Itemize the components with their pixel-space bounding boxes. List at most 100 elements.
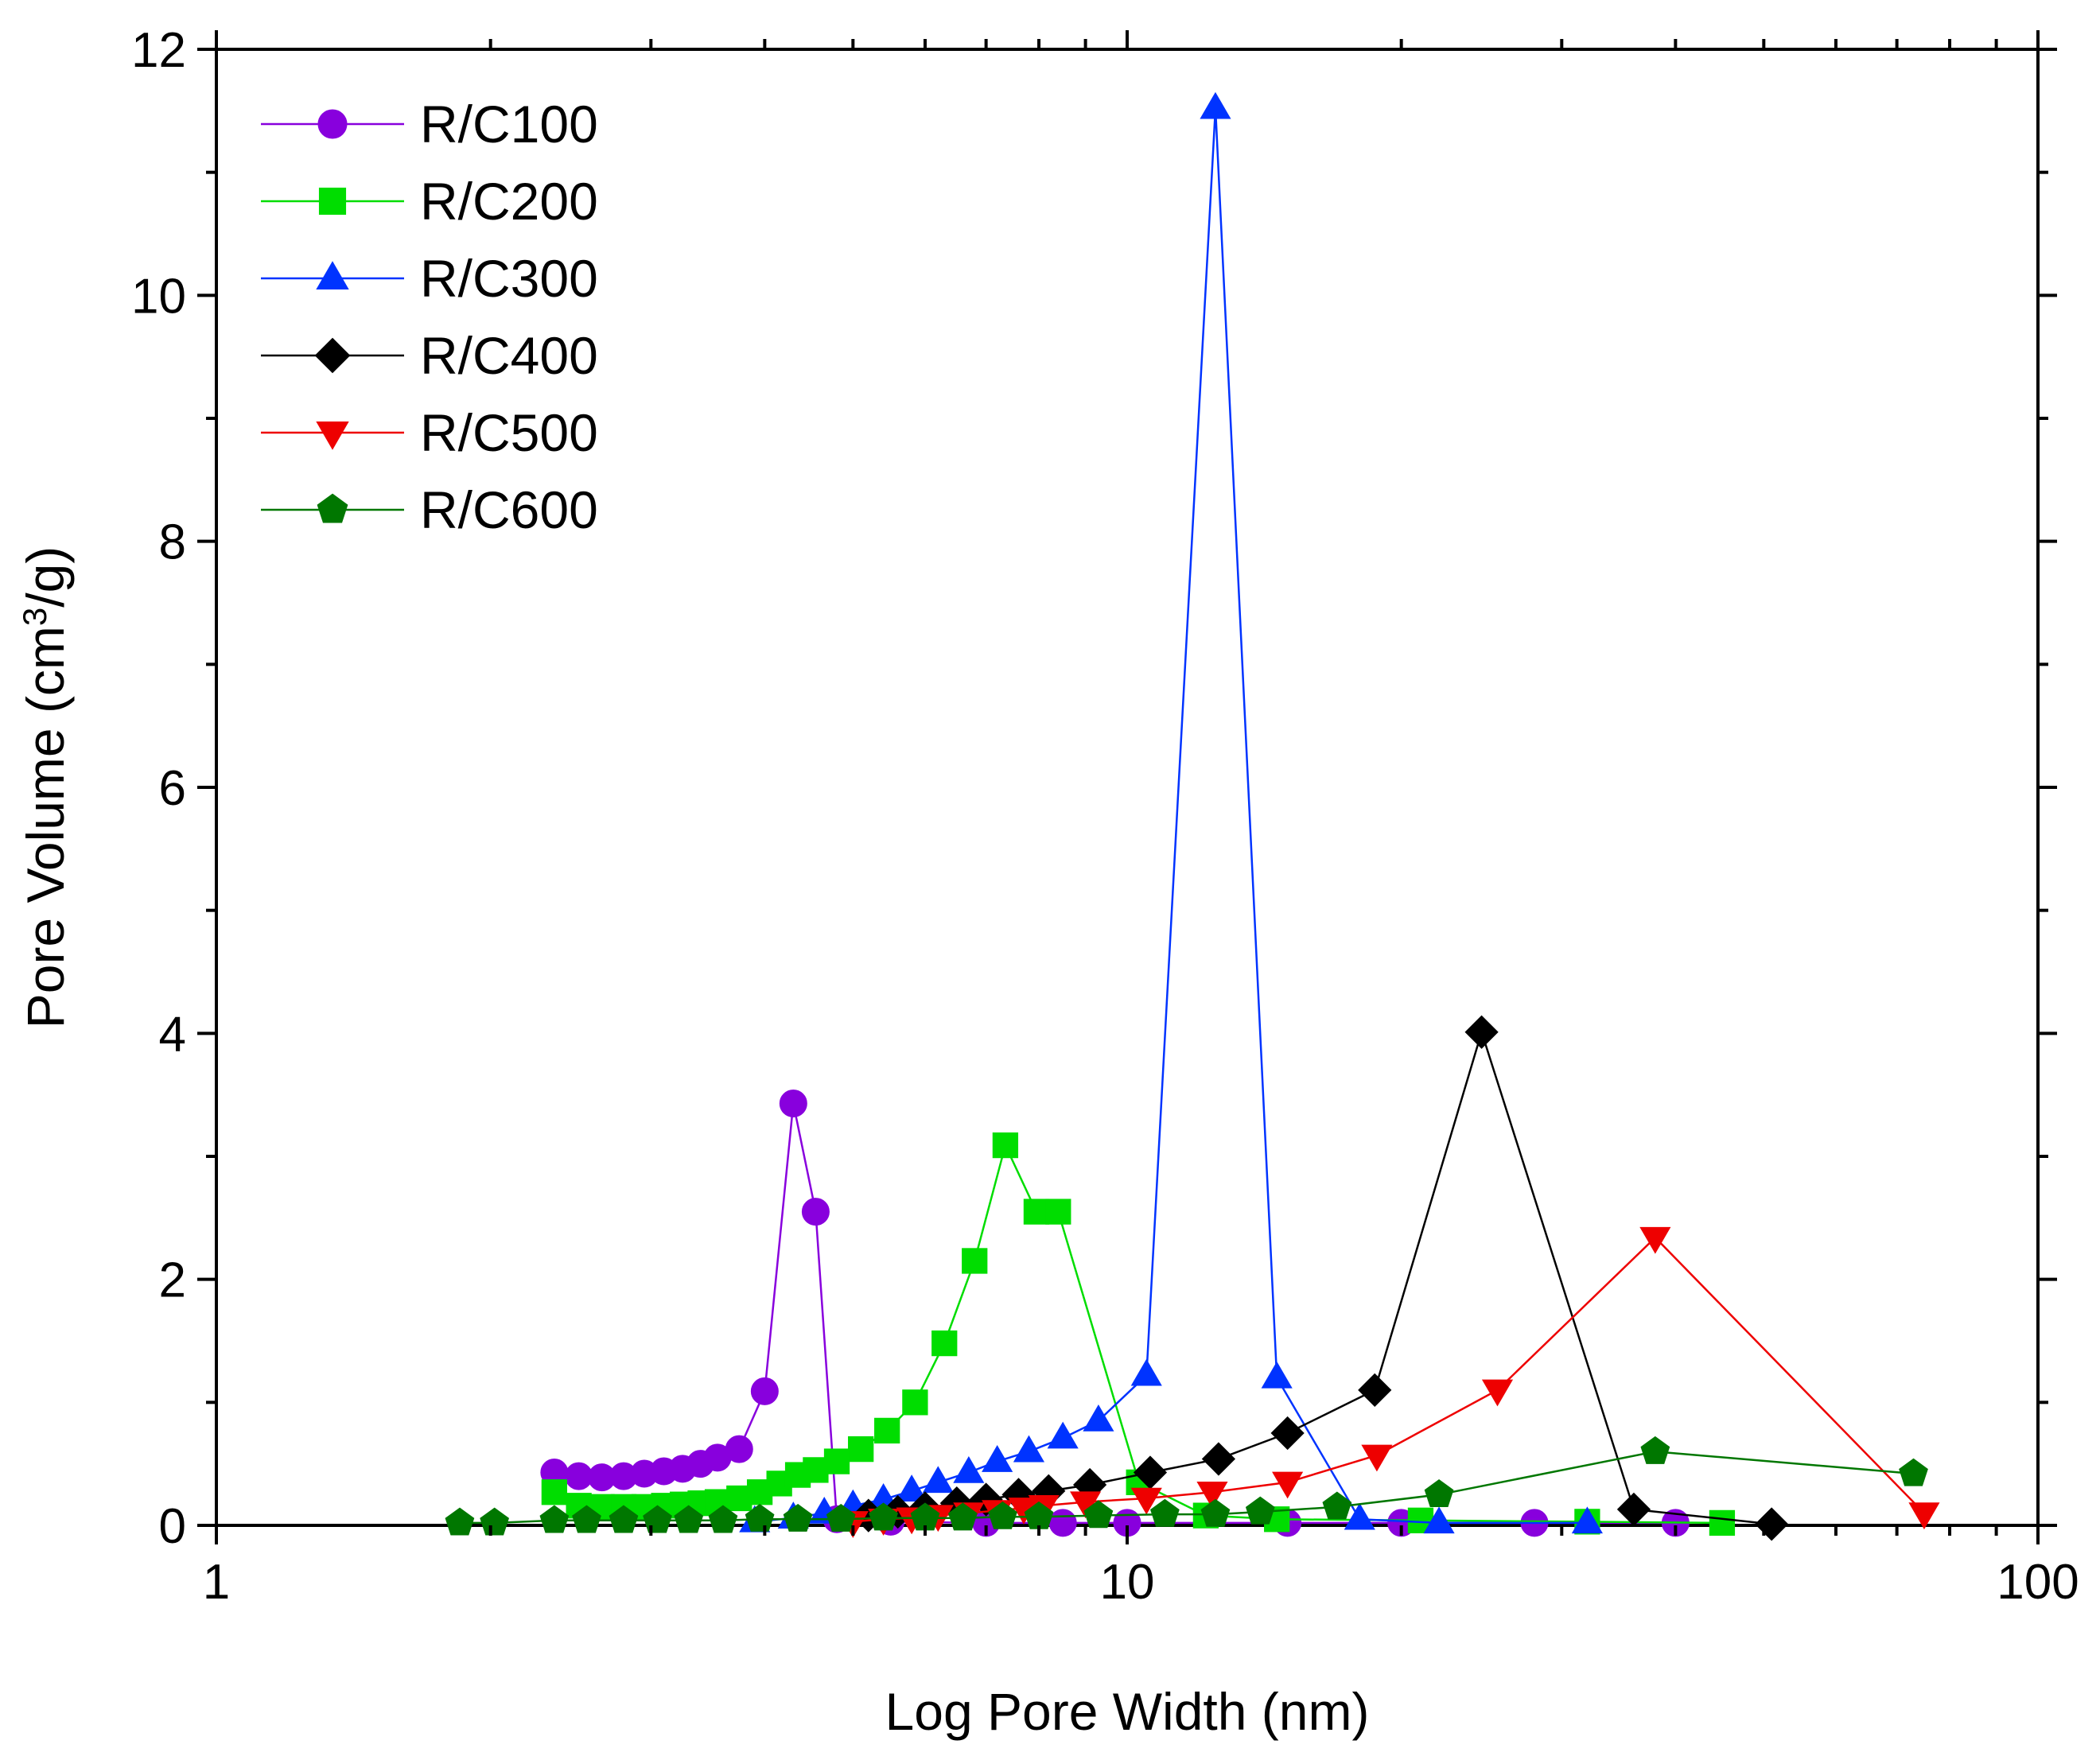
legend-item: R/C200 [261, 172, 598, 231]
data-point [1196, 1481, 1228, 1509]
y-tick-label: 6 [159, 761, 186, 816]
y-axis-title-unit: /g) [16, 546, 75, 608]
legend-item: R/C300 [261, 249, 598, 308]
y-axis-title: Pore Volume (cm3/g) [16, 546, 75, 1029]
y-axis-title-superscript: 3 [16, 608, 53, 626]
data-point [745, 1503, 775, 1532]
legend-label: R/C300 [420, 249, 598, 308]
legend-label: R/C500 [420, 403, 598, 462]
data-point [962, 1248, 988, 1274]
data-point [1423, 1506, 1455, 1534]
axes-layer: 0 2 4 6 8 10 12 1 10 100 [131, 23, 2079, 1610]
data-point [1045, 1199, 1071, 1225]
data-point [750, 1377, 779, 1405]
series-R/C500 [837, 1226, 1940, 1538]
series-R/C600 [445, 1435, 1928, 1536]
data-point [1640, 1435, 1670, 1464]
data-point [1270, 1416, 1305, 1451]
data-point [1322, 1491, 1352, 1520]
data-point [823, 1448, 850, 1474]
data-point [1899, 1458, 1928, 1486]
data-point [1709, 1509, 1736, 1536]
data-point [1200, 91, 1231, 119]
data-point [1261, 1361, 1293, 1389]
legend-label: R/C200 [420, 172, 598, 231]
y-tick-label: 8 [159, 515, 186, 570]
x-axis-title: Log Pore Width (nm) [885, 1682, 1370, 1741]
legend-marker [317, 109, 348, 139]
legend-marker [318, 187, 347, 216]
data-point [1464, 1015, 1499, 1049]
data-point [1908, 1502, 1940, 1530]
data-point [869, 1502, 898, 1531]
data-point [779, 1089, 807, 1117]
data-point [1616, 1492, 1651, 1527]
data-point [948, 1502, 978, 1531]
legend-label: R/C600 [420, 480, 598, 539]
y-tick-label: 4 [159, 1007, 186, 1062]
x-tick-label: 100 [1997, 1555, 2079, 1610]
data-point [1481, 1379, 1514, 1407]
series-line [754, 108, 1588, 1525]
data-point [848, 1435, 874, 1463]
data-point [1130, 1358, 1162, 1386]
data-point [1639, 1226, 1671, 1254]
data-point [725, 1435, 753, 1463]
data-point [480, 1507, 509, 1536]
data-point [826, 1503, 856, 1532]
data-point [1150, 1498, 1180, 1527]
series-layer [445, 91, 1940, 1541]
data-point [1424, 1479, 1454, 1507]
legend-marker [314, 337, 351, 374]
legend-item: R/C600 [261, 480, 598, 539]
data-point [988, 1501, 1017, 1529]
series-R/C100 [540, 1089, 1690, 1537]
data-point [1571, 1506, 1603, 1534]
data-point [1130, 1487, 1162, 1515]
data-point [801, 1198, 830, 1226]
data-point [1358, 1373, 1392, 1407]
data-point [572, 1505, 601, 1533]
data-point [1200, 1498, 1231, 1527]
series-line [554, 1142, 1722, 1525]
data-point [1047, 1421, 1079, 1449]
data-point [708, 1505, 738, 1533]
data-point [609, 1505, 639, 1533]
series-R/C300 [739, 91, 1603, 1534]
data-point [1245, 1496, 1275, 1525]
data-point [674, 1505, 704, 1533]
legend-marker [316, 261, 349, 289]
data-point [931, 1330, 958, 1357]
legend-label: R/C400 [420, 326, 598, 385]
data-point [1083, 1404, 1114, 1432]
data-point [541, 1479, 568, 1505]
data-point [922, 1466, 954, 1494]
data-point [445, 1507, 475, 1536]
data-point [982, 1445, 1013, 1472]
data-point [992, 1132, 1019, 1159]
data-point [874, 1417, 900, 1444]
y-tick-label: 0 [159, 1499, 186, 1554]
data-point [1361, 1444, 1393, 1472]
legend-marker [316, 422, 349, 450]
data-point [1755, 1507, 1789, 1541]
data-point [1344, 1502, 1375, 1530]
x-tick-label: 1 [203, 1555, 230, 1610]
data-point [953, 1455, 985, 1483]
legend-label: R/C100 [420, 95, 598, 153]
y-tick-label: 10 [131, 269, 186, 324]
series-line [853, 1236, 1925, 1523]
legend: R/C100 R/C200 R/C300 R/C400 R/C500 R/C600 [261, 95, 598, 539]
data-point [1013, 1435, 1045, 1463]
data-point [1201, 1442, 1236, 1476]
legend-item: R/C400 [261, 326, 598, 385]
data-point [803, 1457, 829, 1483]
data-point [783, 1503, 813, 1532]
data-point [902, 1389, 928, 1416]
data-point [896, 1474, 928, 1502]
data-point [539, 1505, 570, 1533]
legend-marker [317, 493, 348, 523]
data-point [1023, 1199, 1050, 1225]
